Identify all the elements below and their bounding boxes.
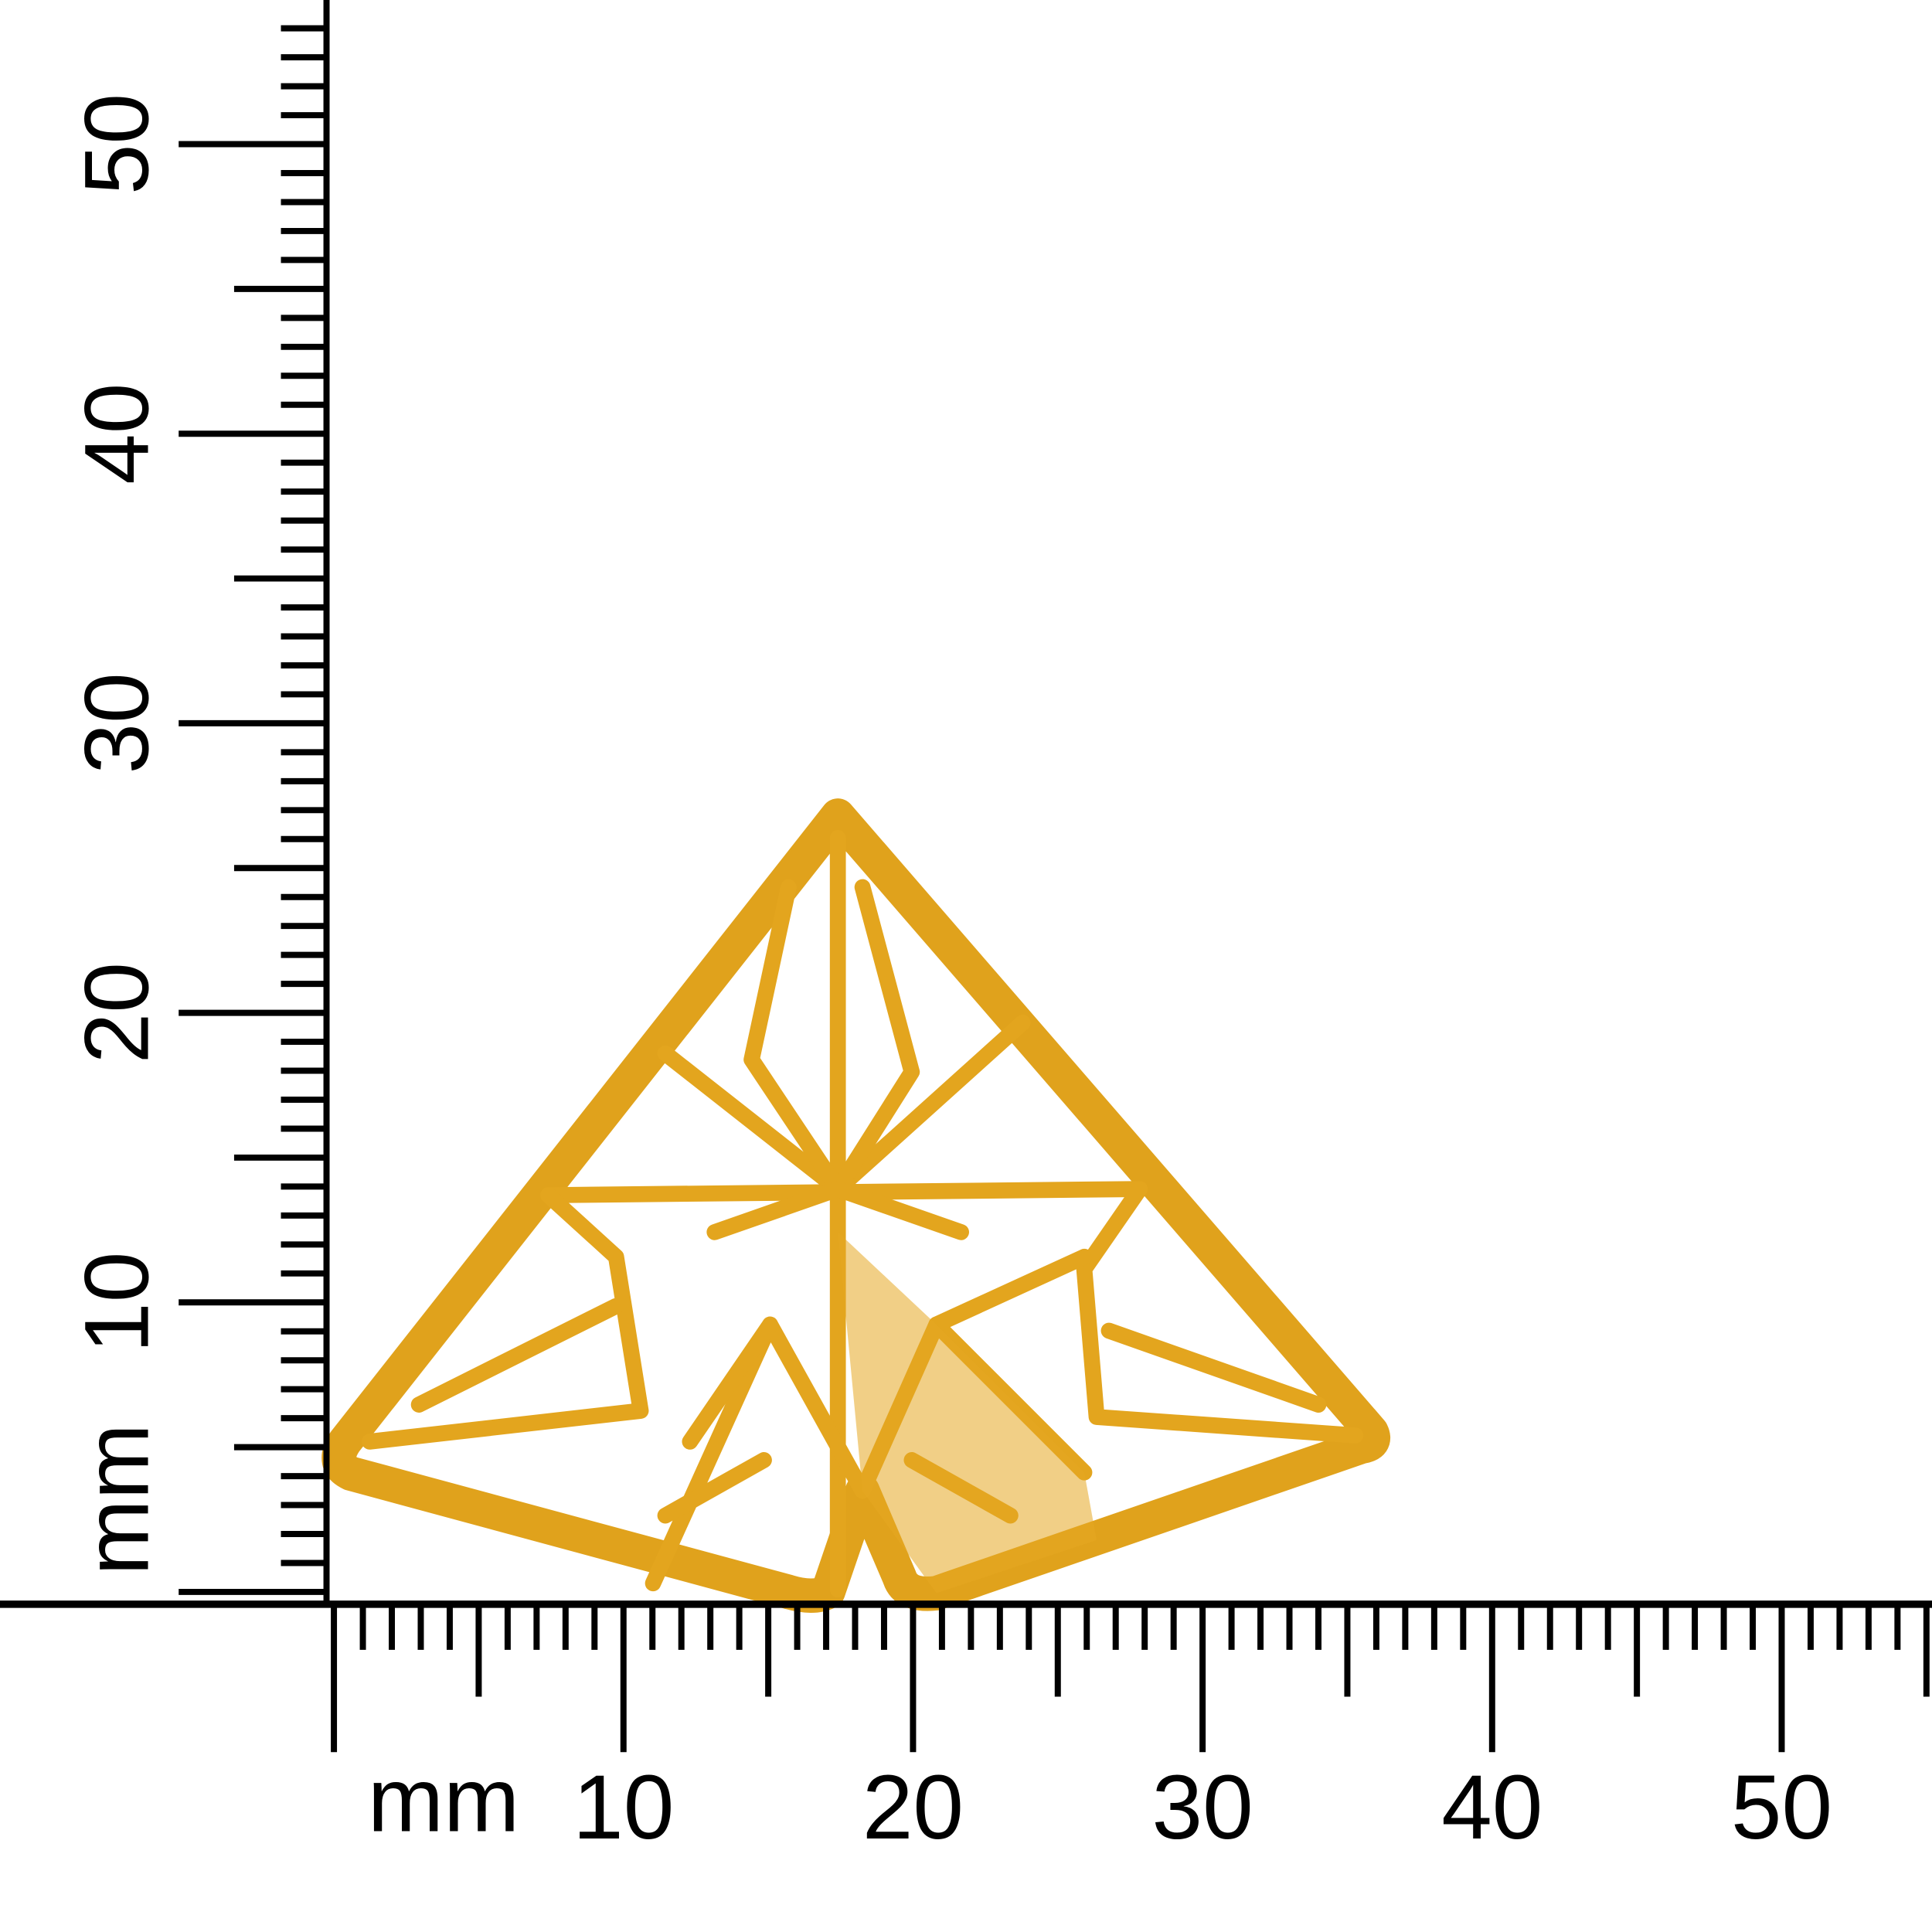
horizontal-ruler: 10 20 30 40 50 mm: [331, 1604, 1930, 1859]
ruler-unit: mm: [66, 1423, 168, 1576]
ruler-label: 30: [66, 672, 168, 774]
ruler-label: 20: [66, 962, 168, 1063]
ruler-label: 10: [573, 1757, 674, 1859]
ruler-label: 40: [1441, 1757, 1543, 1859]
ruler-label: 40: [66, 383, 168, 485]
ruler-label: 50: [66, 94, 168, 195]
ruler-label: 10: [66, 1252, 168, 1353]
pendant-matte-panel: [838, 1232, 1097, 1594]
vertical-ruler: 10 20 30 40 50 mm: [66, 25, 327, 1595]
ruler-label: 50: [1731, 1757, 1832, 1859]
pendant: [321, 798, 1390, 1614]
ruler-label: 30: [1152, 1757, 1253, 1859]
ruler-unit: mm: [368, 1749, 520, 1851]
ruler-label: 20: [862, 1757, 964, 1859]
